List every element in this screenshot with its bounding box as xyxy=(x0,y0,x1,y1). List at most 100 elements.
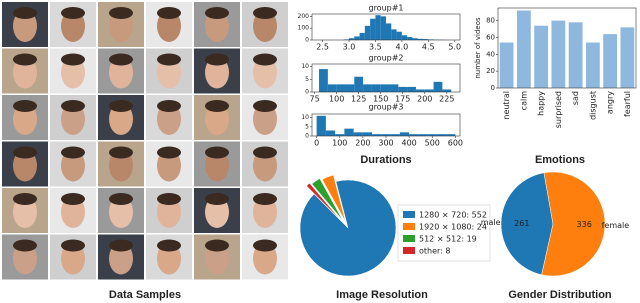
hair xyxy=(61,193,85,205)
y-tick-label: 80 xyxy=(486,17,495,25)
hist-bar xyxy=(319,69,328,92)
hist-bar xyxy=(390,134,400,136)
hair xyxy=(157,239,181,252)
hist-bar xyxy=(423,39,429,40)
hist-bar xyxy=(427,134,437,136)
hist-bar xyxy=(353,132,363,136)
hist-bar xyxy=(415,89,425,92)
y-axis-label: number of videos xyxy=(474,17,482,79)
x-tick-label: 150 xyxy=(373,95,388,104)
hist-bar xyxy=(417,38,423,40)
pie-slice xyxy=(321,174,346,222)
hair xyxy=(61,239,85,252)
pie-slice xyxy=(311,178,344,221)
hair xyxy=(109,193,133,205)
bar xyxy=(585,42,600,88)
legend-swatch xyxy=(403,247,415,254)
value-label: 261 xyxy=(514,219,529,228)
pie-slice xyxy=(500,172,554,276)
hist-bar xyxy=(354,36,360,40)
hair xyxy=(13,7,37,19)
hair xyxy=(61,7,85,19)
hair xyxy=(157,100,181,112)
hist-bar xyxy=(345,84,355,92)
x-tick-label: sad xyxy=(571,91,580,105)
y-tick-label: 10 xyxy=(301,63,309,70)
hist-bar xyxy=(418,134,428,136)
y-tick-label: 20 xyxy=(486,67,495,75)
x-tick-label: 100 xyxy=(329,95,344,104)
x-tick-label: 200 xyxy=(417,95,432,104)
hist-bar xyxy=(412,38,418,40)
hist-bar xyxy=(407,37,413,40)
hair xyxy=(253,100,277,112)
hist-bar xyxy=(362,132,373,136)
y-tick-label: 10 xyxy=(301,114,309,121)
hist-bar xyxy=(325,130,336,136)
hist-bar xyxy=(391,29,397,40)
x-tick-label: surprised xyxy=(554,91,563,128)
hist-bar xyxy=(409,134,419,136)
y-tick-label: 0 xyxy=(305,89,309,96)
panel-title: group#1 xyxy=(368,4,403,13)
x-tick-label: 300 xyxy=(378,139,393,148)
hist-bar xyxy=(370,18,376,40)
chart-title: Gender Distribution xyxy=(508,289,612,301)
hist-bar xyxy=(433,81,443,92)
x-tick-label: neutral xyxy=(502,91,511,120)
hair xyxy=(61,146,85,159)
hair xyxy=(61,53,85,66)
x-tick-label: 75 xyxy=(310,95,320,104)
hair xyxy=(253,7,277,19)
y-tick-label: 0 xyxy=(491,84,495,92)
hair xyxy=(157,53,181,66)
slice-label: male xyxy=(481,218,501,227)
hair xyxy=(13,100,37,112)
x-tick-label: fearful xyxy=(623,91,632,117)
hist-bar xyxy=(344,128,354,136)
hair xyxy=(13,146,37,159)
hair xyxy=(253,146,277,159)
y-tick-label: 5 xyxy=(305,76,309,83)
y-tick-label: 60 xyxy=(486,33,495,41)
legend-label: 1280 × 720: 552 xyxy=(419,211,487,220)
hist-bar xyxy=(436,134,447,136)
hist-bar xyxy=(398,86,408,92)
x-tick-label: 3.0 xyxy=(343,43,356,52)
bar xyxy=(603,34,618,88)
x-tick-label: calm xyxy=(519,91,528,111)
hair xyxy=(157,146,181,159)
hist-bar xyxy=(375,15,381,40)
x-tick-label: 4.0 xyxy=(395,43,408,52)
x-tick-label: 225 xyxy=(439,95,454,104)
hair xyxy=(109,146,133,159)
face-grid xyxy=(2,2,288,280)
hair xyxy=(157,7,181,19)
hist-bar xyxy=(381,134,391,136)
hair xyxy=(253,239,277,252)
chart-title: Emotions xyxy=(535,154,585,166)
hist-bar xyxy=(371,84,381,92)
hist-bar xyxy=(446,134,456,136)
hair xyxy=(109,53,133,66)
hair xyxy=(157,193,181,205)
bar xyxy=(551,20,566,89)
y-tick-label: 40 xyxy=(486,50,495,58)
hair xyxy=(13,53,37,66)
panel-title: group#2 xyxy=(368,54,403,63)
hair xyxy=(61,100,85,112)
y-tick-label: 100 xyxy=(298,25,310,32)
x-tick-label: 5.0 xyxy=(448,43,461,52)
legend-label: other: 8 xyxy=(419,247,451,256)
x-tick-label: 400 xyxy=(401,139,416,148)
panel-title: group#3 xyxy=(368,103,403,112)
chart-title: Image Resolution xyxy=(336,289,428,301)
legend-label: 1920 × 1080: 24 xyxy=(419,223,487,232)
y-tick-label: 0 xyxy=(305,37,309,44)
slice-label: female xyxy=(602,221,630,230)
hist-bar xyxy=(380,84,390,92)
pie-slice xyxy=(306,182,341,221)
legend-swatch xyxy=(403,223,415,230)
caption: Data Samples xyxy=(109,289,181,301)
